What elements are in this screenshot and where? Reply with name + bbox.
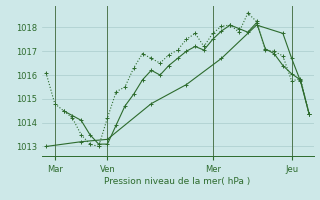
- X-axis label: Pression niveau de la mer( hPa ): Pression niveau de la mer( hPa ): [104, 177, 251, 186]
